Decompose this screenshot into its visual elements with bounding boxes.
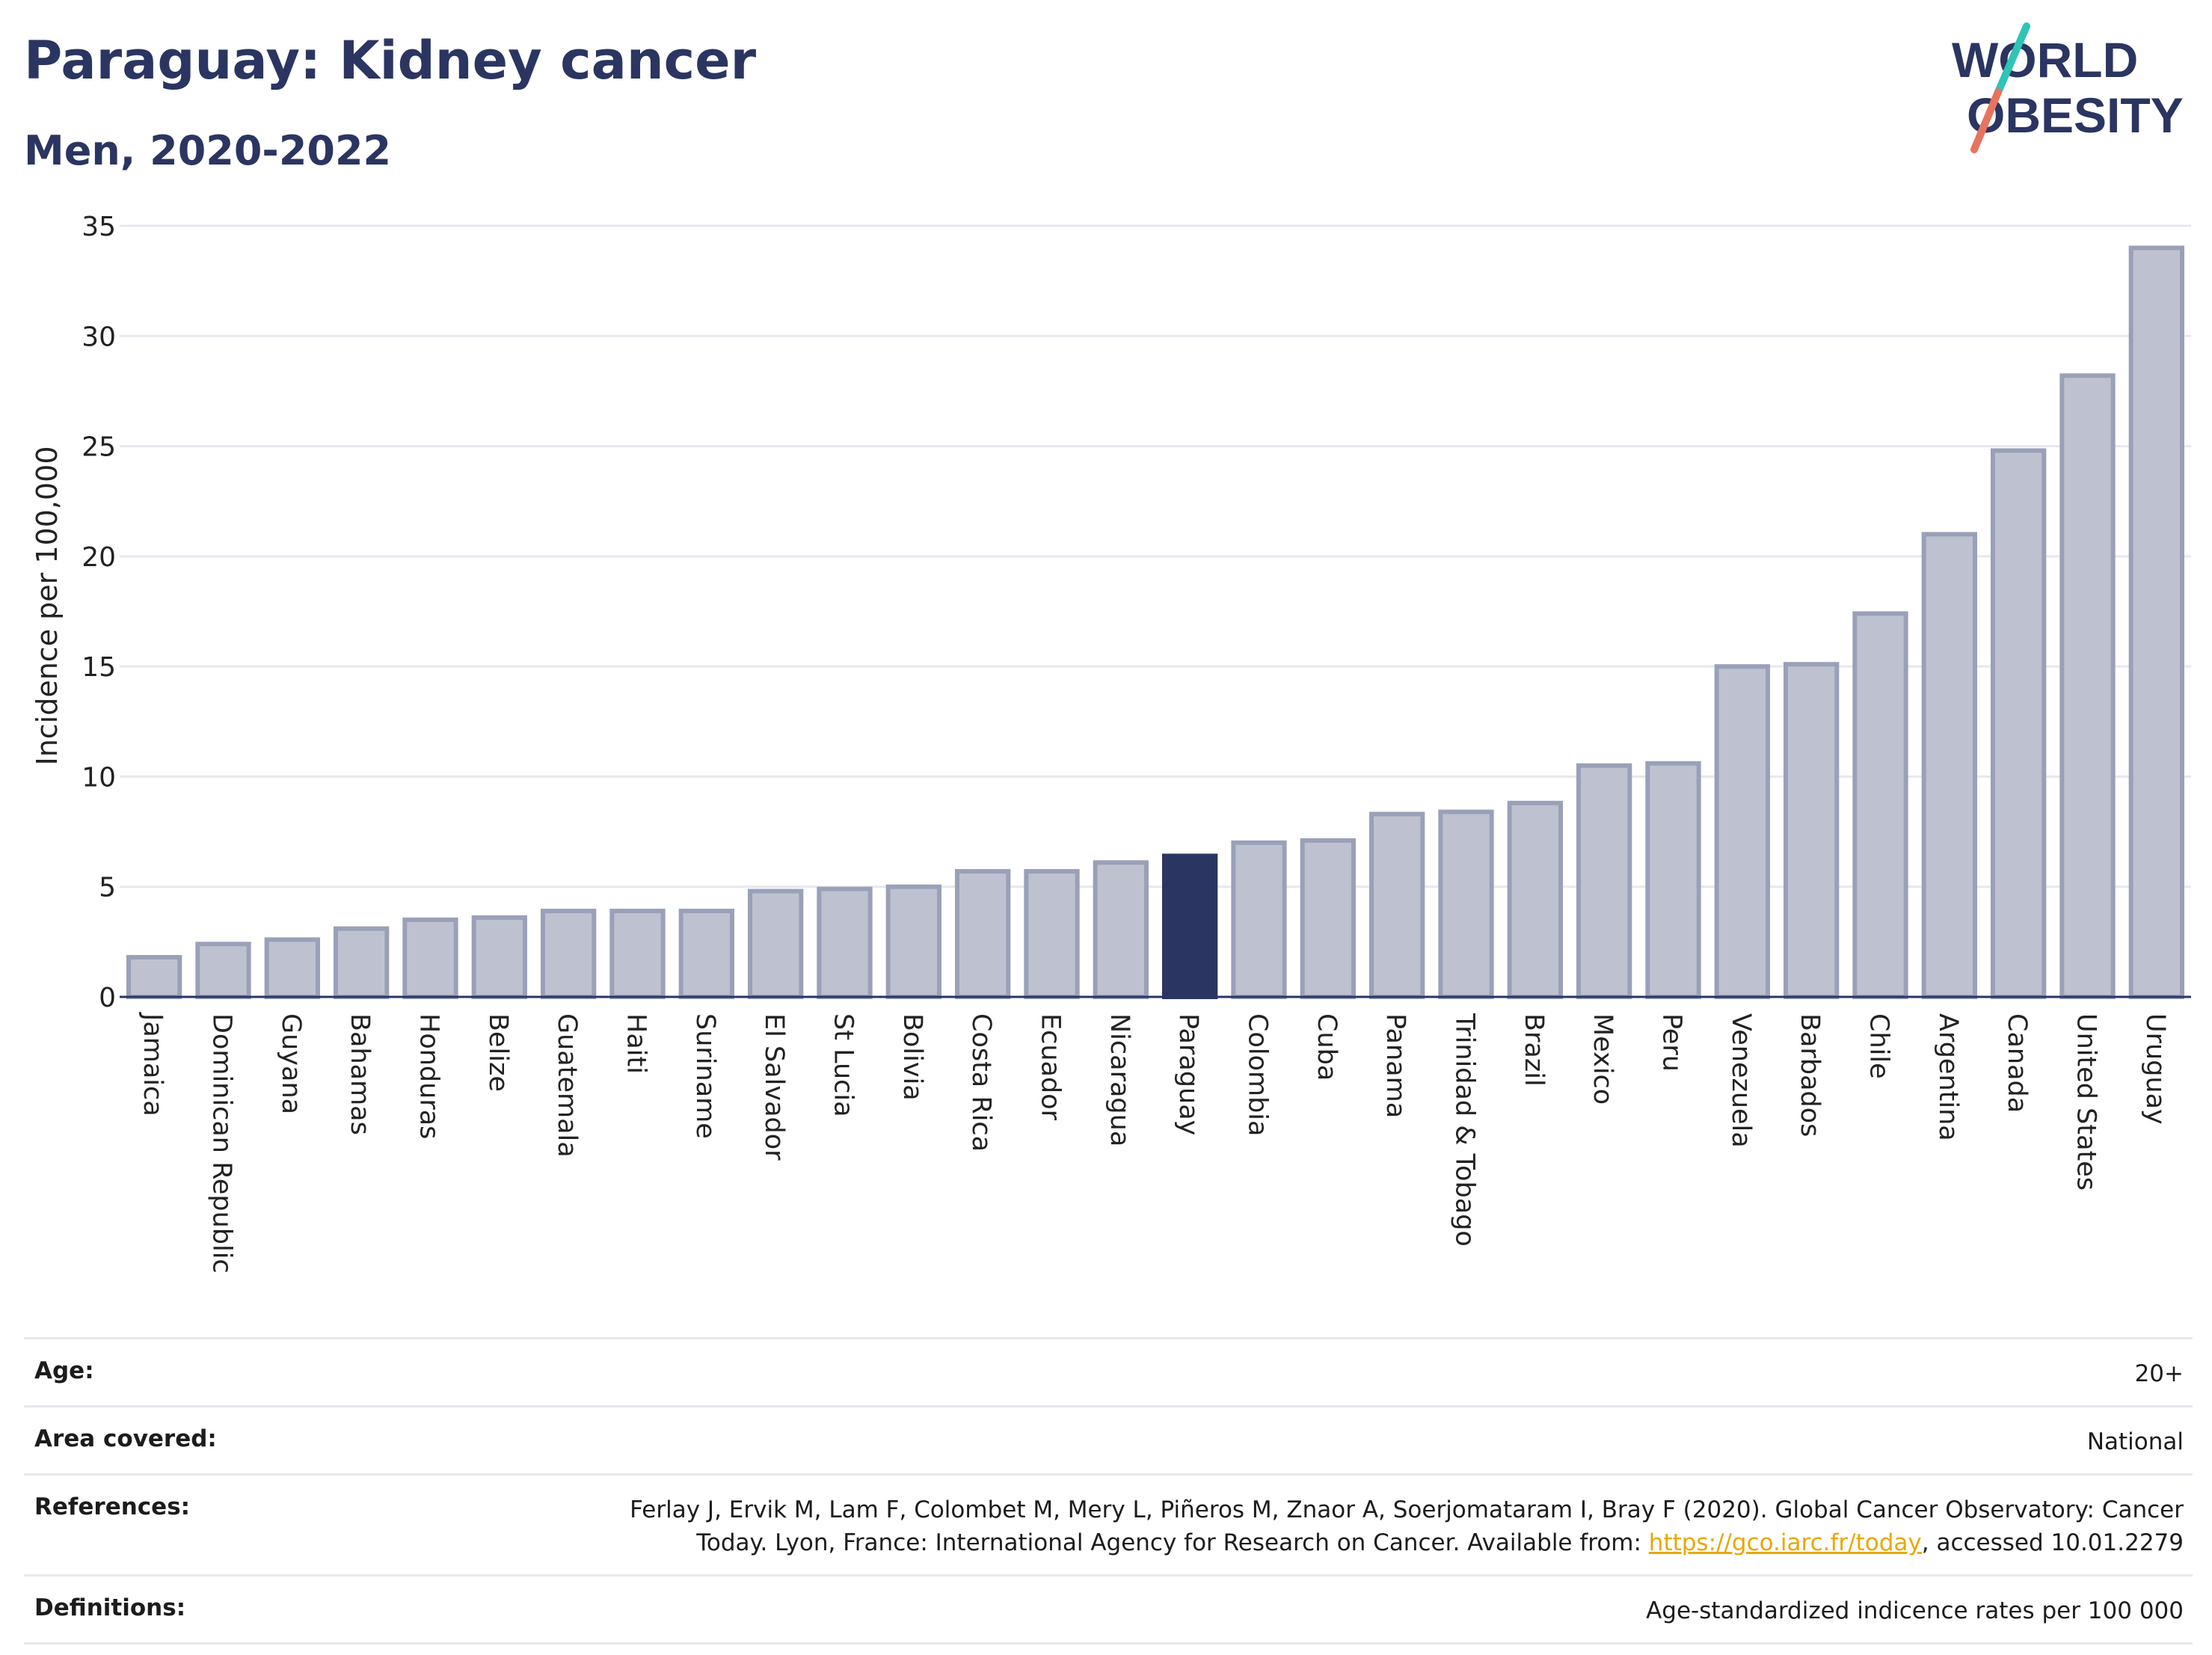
x-tick-label: Canada	[2002, 1013, 2032, 1113]
y-tick-label: 0	[99, 983, 116, 1013]
bar	[1093, 860, 1149, 999]
age-value: 20+	[2134, 1360, 2184, 1387]
bar	[678, 909, 734, 1000]
x-tick-label: Argentina	[1933, 1013, 1963, 1141]
references-text-3: , accessed 10.01.2279	[1921, 1529, 2184, 1556]
x-tick-label: Bolivia	[897, 1013, 927, 1101]
x-tick-label: Trinidad & Tobago	[1450, 1013, 1480, 1247]
meta-row-age: Age: 20+	[24, 1337, 2193, 1405]
bar	[402, 917, 458, 1000]
logo-word-obesity: OBESITY	[1967, 87, 2184, 143]
x-tick-label: Costa Rica	[966, 1013, 996, 1152]
bar	[748, 888, 804, 999]
bar	[1784, 662, 1840, 999]
y-tick-label: 5	[99, 873, 116, 903]
y-tick-label: 20	[82, 542, 116, 573]
x-tick-label: Panama	[1380, 1013, 1410, 1118]
chart-title: Paraguay: Kidney cancer	[24, 30, 757, 91]
x-tick-label: Peru	[1657, 1013, 1687, 1072]
x-tick-label: United States	[2071, 1013, 2101, 1191]
bars	[126, 245, 2184, 1000]
x-tick-label: Nicaragua	[1105, 1013, 1134, 1146]
y-tick-label: 35	[82, 212, 116, 242]
bar	[471, 915, 527, 1000]
bar	[609, 909, 666, 1000]
x-tick-label: Chile	[1864, 1013, 1894, 1079]
bar	[2128, 245, 2184, 999]
logo-word-world: WORLD	[1952, 32, 2138, 87]
area-value: National	[2086, 1428, 2184, 1455]
x-axis-labels: Jamaica Dominican Republic Guyana Bahamas Ho…	[138, 1012, 2170, 1274]
x-tick-label: Jamaica	[138, 1012, 168, 1117]
bar	[195, 942, 251, 999]
bar	[1714, 664, 1770, 1000]
metadata-table: Age: 20+ Area covered: National Referenc…	[24, 1337, 2193, 1645]
y-axis-ticks: 0 5 10 15 20 25 30 35	[82, 212, 116, 1013]
logo-slash-teal	[1994, 22, 2030, 96]
y-tick-label: 10	[82, 762, 116, 793]
x-tick-label: Venezuela	[1726, 1013, 1756, 1148]
bar	[1921, 532, 1977, 999]
bar	[1507, 800, 1563, 999]
references-label: References:	[34, 1493, 191, 1520]
meta-row-definitions: Definitions: Age-standardized indicence …	[24, 1574, 2193, 1645]
x-tick-label: Dominican Republic	[207, 1013, 237, 1274]
bar-chart: 0 5 10 15 20 25 30 35 Jamaica Dominican Republic…	[31, 212, 2191, 1274]
gridlines	[120, 224, 2191, 888]
x-tick-label: Barbados	[1795, 1013, 1825, 1137]
x-tick-label: Ecuador	[1036, 1013, 1066, 1121]
definitions-label: Definitions:	[34, 1594, 186, 1621]
meta-row-references: References: Ferlay J, Ervik M, Lam F, Co…	[24, 1473, 2193, 1574]
x-tick-label: El Salvador	[759, 1013, 789, 1161]
bar	[817, 886, 873, 1000]
y-axis-label: Incidence per 100,000	[31, 446, 64, 765]
meta-row-area: Area covered: National	[24, 1405, 2193, 1473]
references-value: Ferlay J, Ervik M, Lam F, Colombet M, Me…	[630, 1493, 2184, 1559]
bar	[885, 884, 941, 999]
x-tick-label: Brazil	[1519, 1013, 1549, 1087]
bar	[1231, 840, 1287, 1000]
x-tick-label: Colombia	[1243, 1013, 1273, 1136]
references-text-1: Ferlay J, Ervik M, Lam F, Colombet M, Me…	[630, 1496, 2184, 1523]
bar	[1300, 838, 1356, 999]
x-tick-label: Haiti	[621, 1013, 651, 1074]
area-label: Area covered:	[34, 1425, 217, 1452]
logo-slash-coral	[1970, 88, 2002, 153]
bar	[1991, 448, 2047, 999]
y-tick-label: 30	[82, 322, 116, 352]
bar	[1024, 869, 1080, 999]
bar	[2059, 373, 2116, 999]
x-tick-label: Suriname	[690, 1013, 720, 1139]
x-tick-label: St Lucia	[829, 1013, 858, 1117]
x-tick-label: Guatemala	[552, 1013, 582, 1158]
x-tick-label: Honduras	[414, 1013, 444, 1139]
age-label: Age:	[34, 1357, 94, 1384]
bar	[1438, 809, 1494, 1000]
y-tick-label: 25	[82, 432, 116, 463]
x-tick-label: Guyana	[276, 1013, 306, 1114]
chart-subtitle: Men, 2020-2022	[24, 127, 392, 174]
bar	[1369, 811, 1425, 1000]
x-tick-label: Mexico	[1588, 1013, 1617, 1105]
x-tick-label: Uruguay	[2140, 1013, 2170, 1125]
bar	[126, 954, 182, 1000]
y-tick-label: 15	[82, 652, 116, 683]
bar	[1576, 763, 1632, 999]
x-tick-label: Paraguay	[1173, 1013, 1203, 1135]
x-tick-label: Bahamas	[345, 1013, 375, 1135]
definitions-value: Age-standardized indicence rates per 100…	[1646, 1597, 2184, 1624]
world-obesity-logo: WORLD OBESITY	[1952, 22, 2184, 153]
references-link[interactable]: https://gco.iarc.fr/today	[1648, 1529, 1922, 1556]
x-tick-label: Cuba	[1312, 1013, 1342, 1081]
bar	[334, 926, 390, 1000]
bar	[541, 909, 597, 1000]
bar	[264, 937, 320, 999]
bar	[1645, 761, 1701, 999]
bar	[1852, 611, 1908, 999]
references-text-2: Today. Lyon, France: International Agenc…	[696, 1529, 1649, 1556]
bar	[955, 869, 1011, 999]
x-tick-label: Belize	[483, 1013, 513, 1092]
bar-highlighted	[1162, 853, 1218, 999]
